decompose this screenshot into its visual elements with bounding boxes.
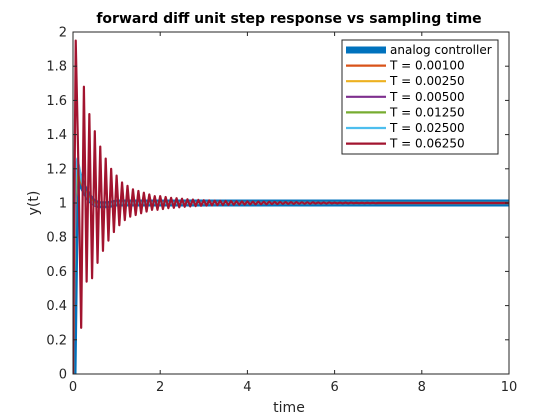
y-tick-label: 2 xyxy=(59,26,67,41)
legend-entry-6: T = 0.06250 xyxy=(389,137,465,151)
y-tick-label: 1.6 xyxy=(46,94,67,109)
x-tick-label: 0 xyxy=(69,380,77,395)
y-tick-label: 0.2 xyxy=(46,333,67,348)
y-tick-label: 0.4 xyxy=(46,299,67,314)
y-tick-label: 1.2 xyxy=(46,162,67,177)
legend-entry-2: T = 0.00250 xyxy=(389,74,465,88)
x-tick-label: 4 xyxy=(243,380,251,395)
legend-entry-0: analog controller xyxy=(390,43,492,57)
y-tick-label: 0.8 xyxy=(46,231,67,246)
y-tick-label: 1.8 xyxy=(46,60,67,75)
legend-entry-1: T = 0.00100 xyxy=(389,59,465,73)
y-axis-ticks: 0 0.2 0.4 0.6 0.8 1 1.2 1.4 1.6 1.8 2 xyxy=(46,26,509,383)
chart-title: forward diff unit step response vs sampl… xyxy=(96,11,481,27)
y-tick-label: 1 xyxy=(59,197,67,212)
legend-entry-5: T = 0.02500 xyxy=(389,121,465,135)
y-tick-label: 0 xyxy=(59,368,67,383)
x-tick-label: 10 xyxy=(501,380,518,395)
y-tick-label: 1.4 xyxy=(46,128,67,143)
legend-entry-3: T = 0.00500 xyxy=(389,90,465,104)
y-axis-label: y(t) xyxy=(26,191,42,216)
x-tick-label: 8 xyxy=(418,380,426,395)
x-axis-label: time xyxy=(273,400,305,416)
series-line-6 xyxy=(73,39,509,374)
legend-entry-4: T = 0.01250 xyxy=(389,105,465,119)
x-tick-label: 6 xyxy=(330,380,338,395)
x-axis-ticks: 0 2 4 6 8 10 xyxy=(69,32,517,395)
y-tick-label: 0.6 xyxy=(46,265,67,280)
x-tick-label: 2 xyxy=(156,380,164,395)
